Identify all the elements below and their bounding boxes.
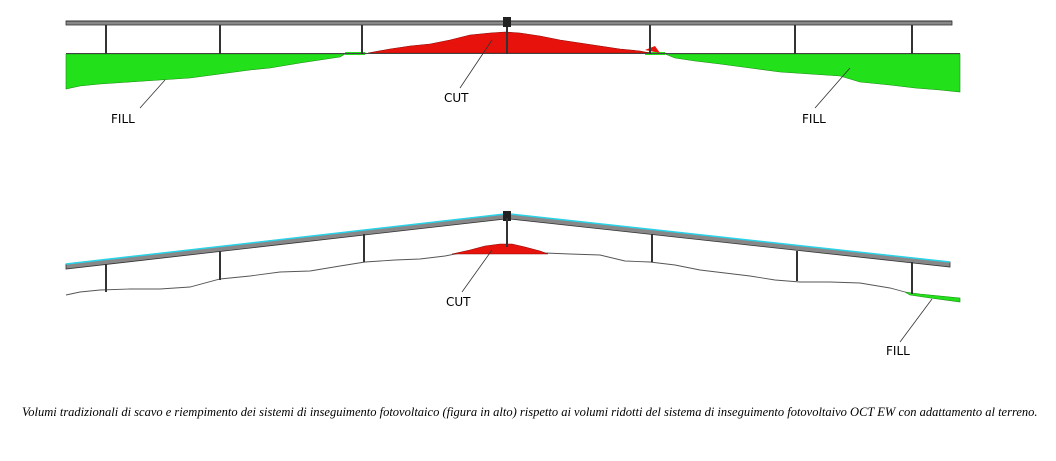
bottom-cut-area: [451, 243, 549, 255]
top-fill-left-leader: [139, 79, 166, 109]
bottom-panel-edge-left: [65, 213, 506, 265]
bottom-drive-unit: [503, 211, 511, 221]
top-fill-right-leader: [814, 67, 851, 109]
top-fill-left-area: [65, 53, 347, 90]
bottom-fill-leader: [899, 298, 933, 343]
figure-caption: Volumi tradizionali di scavo e riempimen…: [22, 405, 1038, 419]
top-diagram: FILL CUT FILL: [65, 17, 961, 126]
top-cut-area: [367, 31, 651, 54]
top-cut-small: [645, 46, 660, 53]
bottom-fill-area: [904, 291, 961, 303]
top-fill-right-label: FILL: [802, 112, 826, 126]
bottom-cut-leader: [461, 249, 493, 293]
top-cut-leader: [459, 39, 493, 89]
top-drive-unit: [503, 17, 511, 27]
top-fill-left-label: FILL: [111, 112, 135, 126]
bottom-diagram: CUT FILL: [65, 211, 961, 358]
bottom-fill-label: FILL: [886, 344, 910, 358]
bottom-terrain-line: [65, 247, 921, 297]
top-fill-right-area: [664, 53, 961, 93]
bottom-posts: [105, 218, 913, 294]
bottom-panel-edge-right: [509, 213, 951, 263]
bottom-cut-label: CUT: [446, 295, 471, 309]
top-cut-label: CUT: [444, 91, 469, 105]
